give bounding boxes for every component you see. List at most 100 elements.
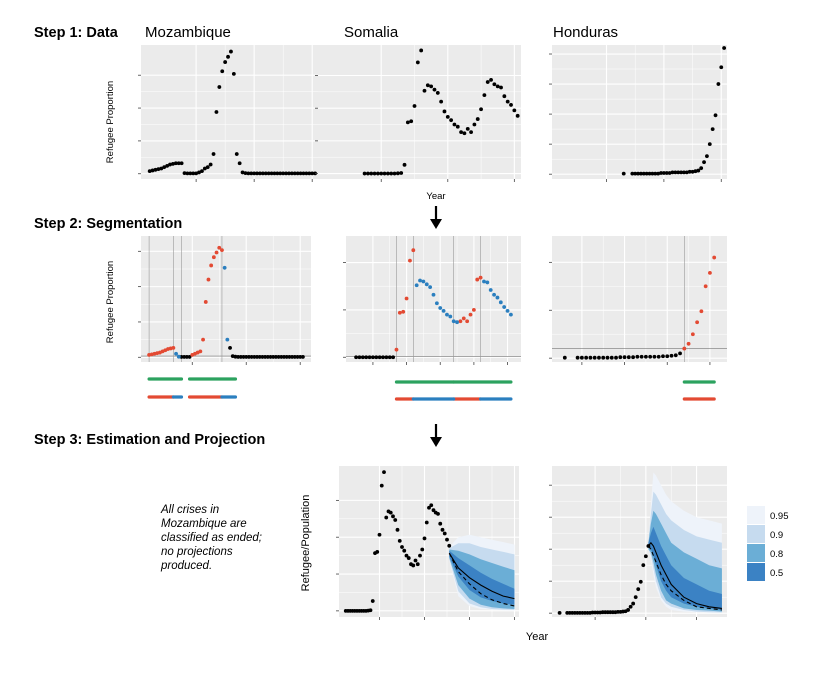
data-point xyxy=(252,171,257,176)
data-point xyxy=(652,354,657,359)
decline-point xyxy=(488,288,493,292)
country-title-somalia: Somalia xyxy=(344,24,399,41)
legend-label-09: 0.9 xyxy=(770,530,783,541)
data-point xyxy=(265,355,270,359)
data-point xyxy=(462,131,467,136)
data-point xyxy=(260,171,265,176)
data-point xyxy=(713,113,718,118)
data-point xyxy=(385,171,390,176)
data-point xyxy=(509,103,513,107)
growth-point xyxy=(171,345,176,350)
growth-point xyxy=(458,319,463,324)
data-point xyxy=(633,171,638,176)
panel-background xyxy=(346,236,521,362)
data-point xyxy=(665,354,670,359)
data-point xyxy=(197,170,201,175)
data-point xyxy=(482,93,487,98)
data-point xyxy=(719,65,724,70)
step2-heading: Step 2: Segmentation xyxy=(34,216,182,232)
ylabel-step2: Refugee Proportion xyxy=(105,261,116,343)
data-point xyxy=(298,355,303,359)
observed-point xyxy=(631,601,636,606)
data-point xyxy=(479,107,483,112)
note-line-4: no projections xyxy=(161,546,233,558)
legend-label-08: 0.8 xyxy=(770,549,783,560)
data-point xyxy=(357,355,362,360)
legend-label-095: 0.95 xyxy=(770,511,789,522)
data-point xyxy=(722,46,727,50)
data-point xyxy=(258,171,262,176)
data-point xyxy=(384,355,389,360)
data-point xyxy=(707,142,712,147)
data-point xyxy=(673,353,678,358)
data-point xyxy=(229,49,233,54)
data-point xyxy=(412,104,417,108)
data-point xyxy=(670,170,675,175)
data-point xyxy=(391,355,396,360)
decline-point xyxy=(502,305,507,309)
data-point xyxy=(693,169,698,174)
observed-point xyxy=(424,520,429,525)
observed-point xyxy=(402,548,407,553)
chart-step2-mozambique xyxy=(138,236,311,399)
observed-point xyxy=(427,505,431,510)
data-point xyxy=(234,152,239,156)
data-point xyxy=(372,171,377,176)
data-point xyxy=(449,118,454,123)
decline-point xyxy=(455,320,459,325)
data-point xyxy=(252,355,257,359)
data-point xyxy=(387,355,392,360)
data-point xyxy=(495,84,500,89)
growth-point xyxy=(203,300,208,304)
data-point xyxy=(459,130,463,135)
step3-heading: Step 3: Estimation and Projection xyxy=(34,432,265,448)
observed-point xyxy=(626,608,630,612)
interval-legend: 0.95 0.9 0.8 0.5 xyxy=(747,506,789,581)
data-point xyxy=(455,124,460,129)
panel-background xyxy=(552,45,727,179)
data-point xyxy=(584,355,589,360)
data-point xyxy=(275,171,280,176)
data-point xyxy=(422,88,427,93)
data-point xyxy=(389,171,394,176)
data-point xyxy=(664,171,669,175)
data-point xyxy=(435,91,440,95)
data-point xyxy=(362,171,367,176)
data-point xyxy=(445,115,450,119)
data-point xyxy=(609,355,614,360)
mozambique-note: All crises in Mozambique are classified … xyxy=(160,504,262,572)
data-point xyxy=(621,171,626,176)
data-point xyxy=(626,355,631,360)
observed-point xyxy=(384,515,389,520)
observed-point xyxy=(628,604,633,609)
data-point xyxy=(156,167,161,172)
data-point xyxy=(382,171,387,176)
interval-band-05 xyxy=(449,550,515,605)
data-point xyxy=(292,171,297,176)
xlabel-step1: Year xyxy=(426,191,445,202)
data-point xyxy=(304,171,309,176)
data-point xyxy=(395,171,400,176)
data-point xyxy=(425,83,430,88)
data-point xyxy=(405,120,410,125)
note-line-5: produced. xyxy=(160,560,212,572)
decline-point xyxy=(482,279,486,284)
growth-point xyxy=(220,248,224,253)
observed-point xyxy=(388,510,393,515)
data-point xyxy=(159,166,164,171)
growth-point xyxy=(475,277,480,282)
data-point xyxy=(360,355,365,360)
data-point xyxy=(247,355,251,359)
data-point xyxy=(661,171,666,175)
data-point xyxy=(636,171,640,176)
data-point xyxy=(282,355,286,359)
data-point xyxy=(376,171,380,176)
observed-point xyxy=(643,554,648,559)
data-point xyxy=(295,171,300,176)
decline-point xyxy=(424,282,429,287)
observed-point xyxy=(633,595,638,600)
observed-point xyxy=(638,579,643,584)
decline-point xyxy=(421,279,426,284)
data-point xyxy=(678,351,682,356)
